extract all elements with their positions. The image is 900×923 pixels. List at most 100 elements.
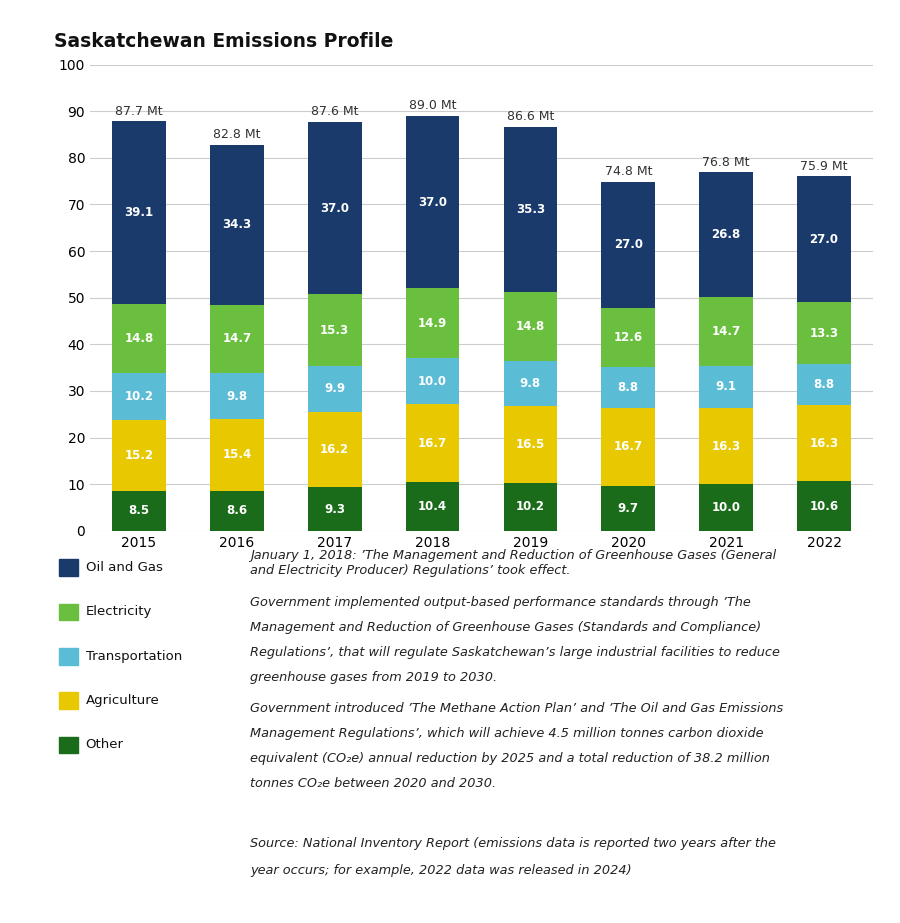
Text: 16.3: 16.3 xyxy=(712,439,741,452)
Text: 8.8: 8.8 xyxy=(617,380,639,394)
Bar xyxy=(699,366,753,408)
Text: 14.7: 14.7 xyxy=(222,332,251,345)
Text: 14.7: 14.7 xyxy=(712,325,741,338)
Text: 35.3: 35.3 xyxy=(516,203,545,216)
Text: 82.8 Mt: 82.8 Mt xyxy=(213,128,261,141)
Text: Source: National Inventory Report (emissions data is reported two years after th: Source: National Inventory Report (emiss… xyxy=(250,837,776,850)
Text: 9.1: 9.1 xyxy=(716,380,737,393)
Bar xyxy=(112,491,166,531)
Bar xyxy=(601,485,655,531)
Bar xyxy=(308,487,362,531)
Bar xyxy=(699,485,753,531)
Text: 9.3: 9.3 xyxy=(324,502,346,516)
Text: 14.9: 14.9 xyxy=(418,317,447,330)
Text: 37.0: 37.0 xyxy=(418,196,447,209)
Bar xyxy=(797,405,851,481)
Bar xyxy=(699,408,753,485)
Text: January 1, 2018: ’The Management and Reduction of Greenhouse Gases (General: January 1, 2018: ’The Management and Red… xyxy=(250,549,777,562)
Text: 86.6 Mt: 86.6 Mt xyxy=(507,111,554,124)
Bar xyxy=(210,491,264,531)
Text: 74.8 Mt: 74.8 Mt xyxy=(605,165,652,178)
Bar xyxy=(210,373,264,419)
Text: 10.2: 10.2 xyxy=(516,500,544,513)
Bar xyxy=(406,288,460,358)
Text: Agriculture: Agriculture xyxy=(86,694,159,707)
Text: year occurs; for example, 2022 data was released in 2024): year occurs; for example, 2022 data was … xyxy=(250,865,632,878)
Text: 26.8: 26.8 xyxy=(712,228,741,241)
Text: Regulations’, that will regulate Saskatchewan’s large industrial facilities to r: Regulations’, that will regulate Saskatc… xyxy=(250,646,780,659)
Bar xyxy=(406,358,460,404)
Text: 9.9: 9.9 xyxy=(324,382,346,395)
Text: 10.6: 10.6 xyxy=(809,499,839,512)
Bar xyxy=(406,482,460,531)
Text: 8.8: 8.8 xyxy=(814,378,834,391)
Text: 8.6: 8.6 xyxy=(226,504,248,517)
Text: 8.5: 8.5 xyxy=(129,504,149,518)
Text: tonnes CO₂e between 2020 and 2030.: tonnes CO₂e between 2020 and 2030. xyxy=(250,776,496,789)
Bar xyxy=(112,304,166,373)
Bar xyxy=(601,308,655,366)
Bar xyxy=(601,366,655,408)
Bar xyxy=(699,297,753,366)
Text: 16.5: 16.5 xyxy=(516,438,545,451)
Bar xyxy=(308,122,362,294)
Bar xyxy=(503,361,557,406)
Bar xyxy=(112,420,166,491)
Bar xyxy=(308,366,362,412)
Bar xyxy=(797,303,851,365)
Bar xyxy=(210,145,264,305)
Text: 9.8: 9.8 xyxy=(520,377,541,390)
Text: 87.7 Mt: 87.7 Mt xyxy=(115,104,163,118)
Text: 15.2: 15.2 xyxy=(124,450,154,462)
Text: Other: Other xyxy=(86,738,123,751)
Text: 27.0: 27.0 xyxy=(614,238,643,251)
Bar xyxy=(210,419,264,491)
Text: 12.6: 12.6 xyxy=(614,330,643,343)
Text: greenhouse gases from 2019 to 2030.: greenhouse gases from 2019 to 2030. xyxy=(250,671,498,684)
Text: 14.8: 14.8 xyxy=(516,319,545,332)
Bar xyxy=(503,292,557,361)
Text: 10.2: 10.2 xyxy=(124,390,153,403)
Text: Management and Reduction of Greenhouse Gases (Standards and Compliance): Management and Reduction of Greenhouse G… xyxy=(250,621,761,634)
Text: 16.3: 16.3 xyxy=(809,437,839,450)
Bar xyxy=(308,294,362,366)
Text: 34.3: 34.3 xyxy=(222,218,251,232)
Bar xyxy=(503,483,557,531)
Text: 13.3: 13.3 xyxy=(810,327,839,340)
Text: 15.4: 15.4 xyxy=(222,449,251,462)
Text: 76.8 Mt: 76.8 Mt xyxy=(702,156,750,169)
Text: 16.7: 16.7 xyxy=(614,440,643,453)
Text: Management Regulations’, which will achieve 4.5 million tonnes carbon dioxide: Management Regulations’, which will achi… xyxy=(250,727,764,740)
Bar xyxy=(797,176,851,303)
Text: 10.0: 10.0 xyxy=(418,375,447,388)
Bar xyxy=(210,305,264,373)
Text: and Electricity Producer) Regulations’ took effect.: and Electricity Producer) Regulations’ t… xyxy=(250,564,571,577)
Bar xyxy=(308,412,362,487)
Text: 10.4: 10.4 xyxy=(418,500,447,513)
Text: 37.0: 37.0 xyxy=(320,201,349,215)
Bar xyxy=(406,404,460,482)
Bar xyxy=(601,182,655,308)
Text: 15.3: 15.3 xyxy=(320,324,349,337)
Text: 89.0 Mt: 89.0 Mt xyxy=(409,99,456,113)
Bar xyxy=(112,373,166,420)
Bar xyxy=(797,365,851,405)
Text: 39.1: 39.1 xyxy=(124,206,154,219)
Bar xyxy=(112,122,166,304)
Text: 14.8: 14.8 xyxy=(124,331,154,344)
Text: 10.0: 10.0 xyxy=(712,501,741,514)
Bar xyxy=(503,406,557,483)
Bar xyxy=(797,481,851,531)
Text: 87.6 Mt: 87.6 Mt xyxy=(310,105,358,118)
Text: 16.7: 16.7 xyxy=(418,437,447,450)
Text: 16.2: 16.2 xyxy=(320,443,349,456)
Text: 9.7: 9.7 xyxy=(617,501,639,515)
Text: Government implemented output-based performance standards through ’The: Government implemented output-based perf… xyxy=(250,596,751,609)
Text: equivalent (CO₂e) annual reduction by 2025 and a total reduction of 38.2 million: equivalent (CO₂e) annual reduction by 20… xyxy=(250,751,770,765)
Text: Saskatchewan Emissions Profile: Saskatchewan Emissions Profile xyxy=(54,32,393,52)
Bar xyxy=(601,408,655,485)
Text: 75.9 Mt: 75.9 Mt xyxy=(800,160,848,173)
Text: Electricity: Electricity xyxy=(86,605,152,618)
Bar xyxy=(699,173,753,297)
Bar xyxy=(503,127,557,292)
